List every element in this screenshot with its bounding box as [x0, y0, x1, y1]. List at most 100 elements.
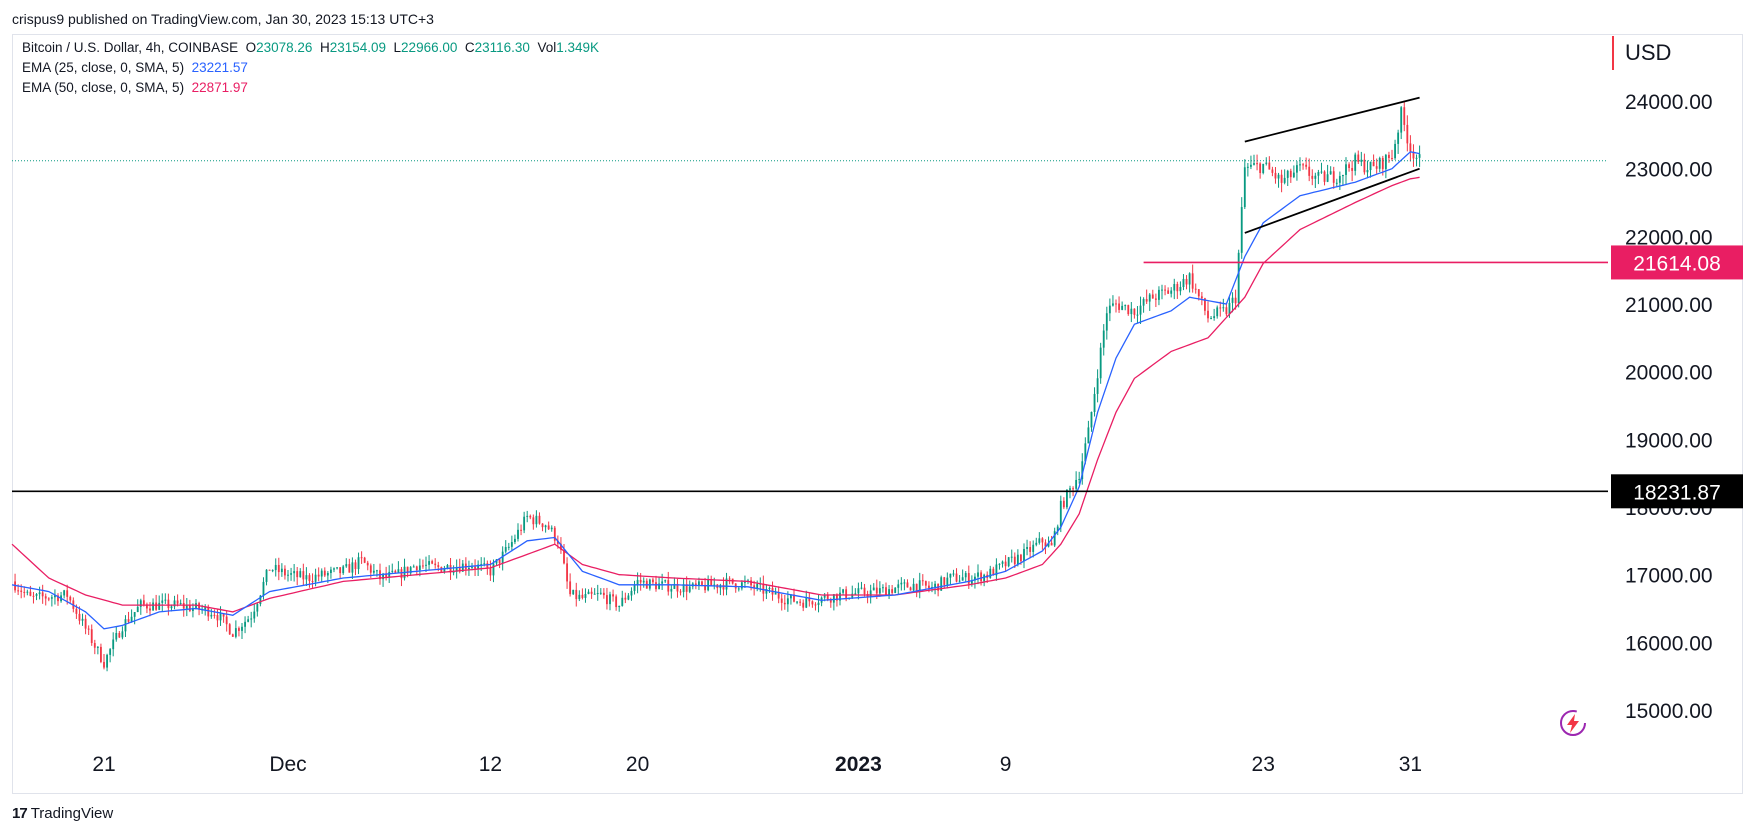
lightning-icon[interactable] [1558, 708, 1588, 738]
candle-body [1292, 172, 1295, 178]
candle-body [750, 580, 752, 586]
candle-body [599, 592, 602, 594]
candle-body [627, 595, 630, 600]
candle-body [247, 619, 250, 622]
candle-body [397, 569, 400, 573]
candle-body [299, 571, 302, 578]
candle-body [1250, 164, 1252, 167]
candle-body [1118, 303, 1120, 310]
candle-body [541, 523, 544, 528]
candle-body [363, 557, 366, 563]
candle-body [756, 583, 759, 589]
candle-body [1271, 169, 1274, 173]
candle-body [1342, 174, 1344, 177]
candle-body [811, 601, 814, 605]
ema25-line [11, 151, 1420, 630]
candle-body [900, 582, 903, 585]
candle-body [1041, 538, 1044, 543]
candle-body [903, 582, 906, 584]
candle-body [710, 579, 713, 586]
candle-body [894, 587, 897, 593]
y-tick-label: 20000.00 [1625, 362, 1713, 385]
candle-body [38, 592, 41, 595]
candle-body [219, 613, 222, 621]
candle-body [100, 646, 102, 662]
candle-body [676, 583, 679, 592]
candle-body [63, 590, 66, 596]
candle-body [1351, 168, 1354, 171]
candle-body [167, 599, 170, 609]
candle-body [483, 563, 486, 565]
candle-body [1010, 556, 1013, 558]
candle-body [980, 572, 982, 582]
candle-body [1032, 544, 1035, 552]
channel-upper-line[interactable] [1244, 96, 1420, 143]
candle-body [142, 600, 145, 605]
y-tick-label: 19000.00 [1625, 429, 1713, 452]
candle-body [885, 587, 887, 596]
legend-ema25[interactable]: EMA (25, close, 0, SMA, 5) 23221.57 [22, 60, 248, 75]
candle-body [1090, 411, 1093, 428]
candle-body [510, 542, 513, 547]
candle-body [1213, 316, 1216, 319]
candle-body [1069, 488, 1071, 490]
candle-body [621, 597, 624, 606]
candle-body [878, 588, 881, 594]
candle-body [1348, 164, 1350, 169]
tradingview-logo-icon: 17 [12, 805, 28, 822]
currency-label[interactable]: USD [1625, 40, 1672, 65]
candle-body [682, 584, 685, 593]
candle-body [170, 606, 173, 609]
legend-symbol[interactable]: Bitcoin / U.S. Dollar, 4h, COINBASE [22, 40, 239, 55]
legend-ema50[interactable]: EMA (50, close, 0, SMA, 5) 22871.97 [22, 80, 248, 95]
candle-body [238, 628, 240, 631]
candle-body [1335, 182, 1338, 184]
candle-body [1016, 554, 1019, 565]
candle-body [192, 607, 194, 611]
candle-body [391, 570, 394, 572]
candle-body [302, 571, 305, 580]
candle-body [360, 557, 363, 559]
candle-body [961, 577, 964, 581]
channel-lower-line[interactable] [1244, 167, 1420, 234]
candle-body [1332, 171, 1335, 183]
candle-body [1357, 154, 1360, 162]
candle-body [216, 615, 219, 621]
candle-body [1391, 158, 1393, 160]
candle-body [210, 614, 213, 617]
candle-body [185, 605, 188, 609]
candle-body [1026, 547, 1028, 549]
y-tick-label: 21000.00 [1625, 294, 1713, 317]
candle-body [744, 581, 746, 583]
candle-body [560, 543, 562, 550]
candle-body [967, 573, 970, 584]
candle-body [934, 583, 936, 588]
candle-body [839, 592, 841, 601]
legend-high-label: H [319, 40, 330, 55]
candle-body [836, 594, 838, 601]
chart-frame [12, 34, 1743, 794]
support-price-tag-bg [1611, 474, 1743, 509]
candle-body [311, 581, 314, 583]
legend-ema50-value: 22871.97 [191, 80, 248, 95]
candle-body [1302, 164, 1304, 166]
candle-body [1130, 308, 1133, 315]
candle-body [41, 592, 44, 597]
candle-body [995, 564, 998, 576]
candle-body [532, 517, 535, 525]
candle-body [1161, 289, 1163, 291]
candle-body [673, 583, 676, 589]
candle-body [1225, 307, 1228, 315]
candle-body [1280, 174, 1283, 183]
candle-body [228, 624, 231, 635]
candle-body [829, 599, 832, 603]
candle-body [1164, 289, 1166, 291]
candle-body [1286, 170, 1289, 178]
candle-body [964, 573, 967, 578]
candle-body [23, 591, 26, 593]
price-chart[interactable]: 24000.00 23000.00 22000.00 21000.00 20000.00… [0, 0, 1756, 800]
candle-body [244, 621, 246, 627]
footer-brand[interactable]: 17 TradingView [12, 805, 113, 822]
candle-body [366, 562, 369, 566]
candle-body [1047, 542, 1050, 547]
